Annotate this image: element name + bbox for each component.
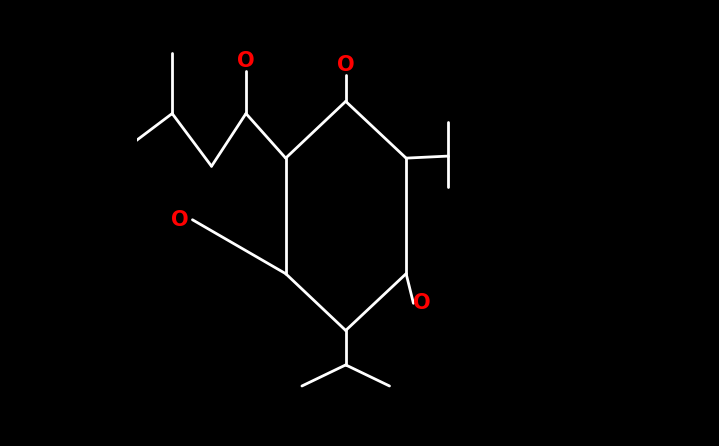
- Text: O: O: [171, 210, 189, 230]
- Text: O: O: [337, 55, 354, 75]
- Text: O: O: [413, 293, 431, 313]
- Text: O: O: [237, 51, 255, 71]
